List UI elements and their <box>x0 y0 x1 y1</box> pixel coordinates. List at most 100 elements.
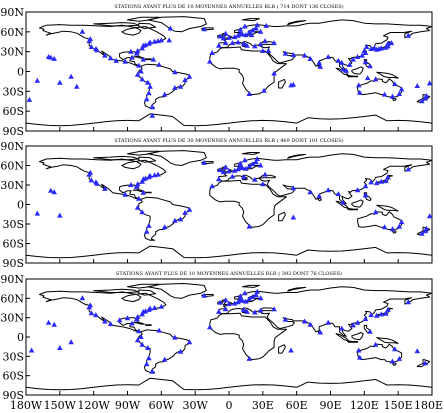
station-marker <box>252 309 258 315</box>
station-marker <box>389 226 396 232</box>
station-marker <box>68 73 74 79</box>
station-marker <box>222 297 229 303</box>
station-marker <box>282 50 289 56</box>
coastline <box>127 16 160 22</box>
station-marker <box>307 189 313 195</box>
station-marker <box>216 176 222 182</box>
lat-tick-label: 90S <box>2 257 24 270</box>
station-marker <box>257 28 264 34</box>
station-marker <box>398 219 405 225</box>
station-marker <box>186 73 193 79</box>
station-marker <box>207 324 213 330</box>
station-marker <box>129 54 135 60</box>
station-marker <box>257 162 264 168</box>
station-marker <box>257 41 264 47</box>
station-marker <box>231 300 238 306</box>
station-marker <box>253 25 259 31</box>
station-marker <box>222 40 229 46</box>
station-marker <box>263 22 269 28</box>
station-marker <box>86 38 92 44</box>
station-marker <box>240 174 247 180</box>
station-marker <box>237 160 244 166</box>
station-marker <box>68 339 74 345</box>
lat-tick-label: 30N <box>0 179 24 192</box>
map-panel: STATIONS AYANT PLUS DE 10 MOYENNES ANNUE… <box>0 270 433 402</box>
station-marker <box>151 305 158 310</box>
coastlines <box>25 283 433 391</box>
lat-tick-label: 90N <box>0 6 24 19</box>
coastline <box>346 207 359 211</box>
station-marker <box>317 63 324 69</box>
lon-tick-label: 90W <box>115 399 141 412</box>
station-marker <box>166 37 172 43</box>
station-marker <box>145 79 151 85</box>
station-marker <box>158 37 165 43</box>
station-marker <box>122 58 128 64</box>
station-marker <box>335 191 342 197</box>
station-marker <box>34 77 41 83</box>
lat-tick-label: 30N <box>0 312 24 325</box>
coastline <box>209 46 287 96</box>
station-marker <box>426 80 433 86</box>
station-marker <box>156 327 162 333</box>
map-frame <box>25 145 433 264</box>
lat-tick-label: 30S <box>2 85 24 98</box>
station-marker <box>216 308 222 314</box>
station-marker <box>28 347 35 353</box>
station-marker <box>246 223 253 229</box>
station-marker <box>145 345 151 350</box>
station-marker <box>172 69 178 75</box>
station-marker <box>139 341 145 347</box>
station-marker <box>216 42 222 48</box>
coastline <box>138 156 157 163</box>
station-marker <box>149 104 156 110</box>
station-marker <box>79 295 86 301</box>
station-marker <box>354 54 361 59</box>
lat-tick-label: 60N <box>0 292 24 305</box>
station-marker <box>220 35 227 41</box>
station-marker <box>262 38 268 44</box>
station-marker <box>419 230 425 236</box>
station-marker <box>134 204 141 210</box>
station-marker <box>383 44 389 50</box>
coastline <box>351 332 364 341</box>
station-marker <box>172 85 178 90</box>
station-marker <box>45 54 52 59</box>
station-marker <box>361 48 368 53</box>
map-frame <box>25 11 433 132</box>
station-marker <box>385 174 391 180</box>
station-marker <box>217 167 223 173</box>
station-marker <box>242 157 248 163</box>
station-marker <box>177 216 184 222</box>
station-marker <box>307 321 313 327</box>
station-marker <box>136 62 142 68</box>
station-marker <box>201 159 207 165</box>
station-marker <box>156 61 162 67</box>
station-marker <box>422 228 428 234</box>
station-marker <box>146 355 152 361</box>
station-marker <box>128 182 134 187</box>
station-marker <box>134 48 141 53</box>
coastline <box>392 362 397 366</box>
coastline <box>287 20 307 26</box>
station-marker <box>167 25 174 31</box>
station-marker <box>325 319 331 325</box>
station-marker <box>389 93 396 99</box>
coastline <box>93 22 140 27</box>
station-marker <box>182 209 188 215</box>
antarctica-coast <box>25 245 433 259</box>
station-marker <box>209 50 215 55</box>
station-marker <box>136 195 142 201</box>
station-marker <box>388 40 395 46</box>
lon-tick-label: 120E <box>350 399 379 412</box>
station-marker <box>253 159 259 165</box>
station-marker <box>57 79 63 85</box>
station-marker <box>346 61 353 67</box>
coastline <box>209 312 287 361</box>
station-marker <box>325 54 331 59</box>
station-marker <box>134 181 141 187</box>
station-marker <box>147 39 153 45</box>
station-marker <box>396 355 403 361</box>
lat-tick-label: 60S <box>2 238 24 251</box>
station-marker <box>362 183 369 189</box>
